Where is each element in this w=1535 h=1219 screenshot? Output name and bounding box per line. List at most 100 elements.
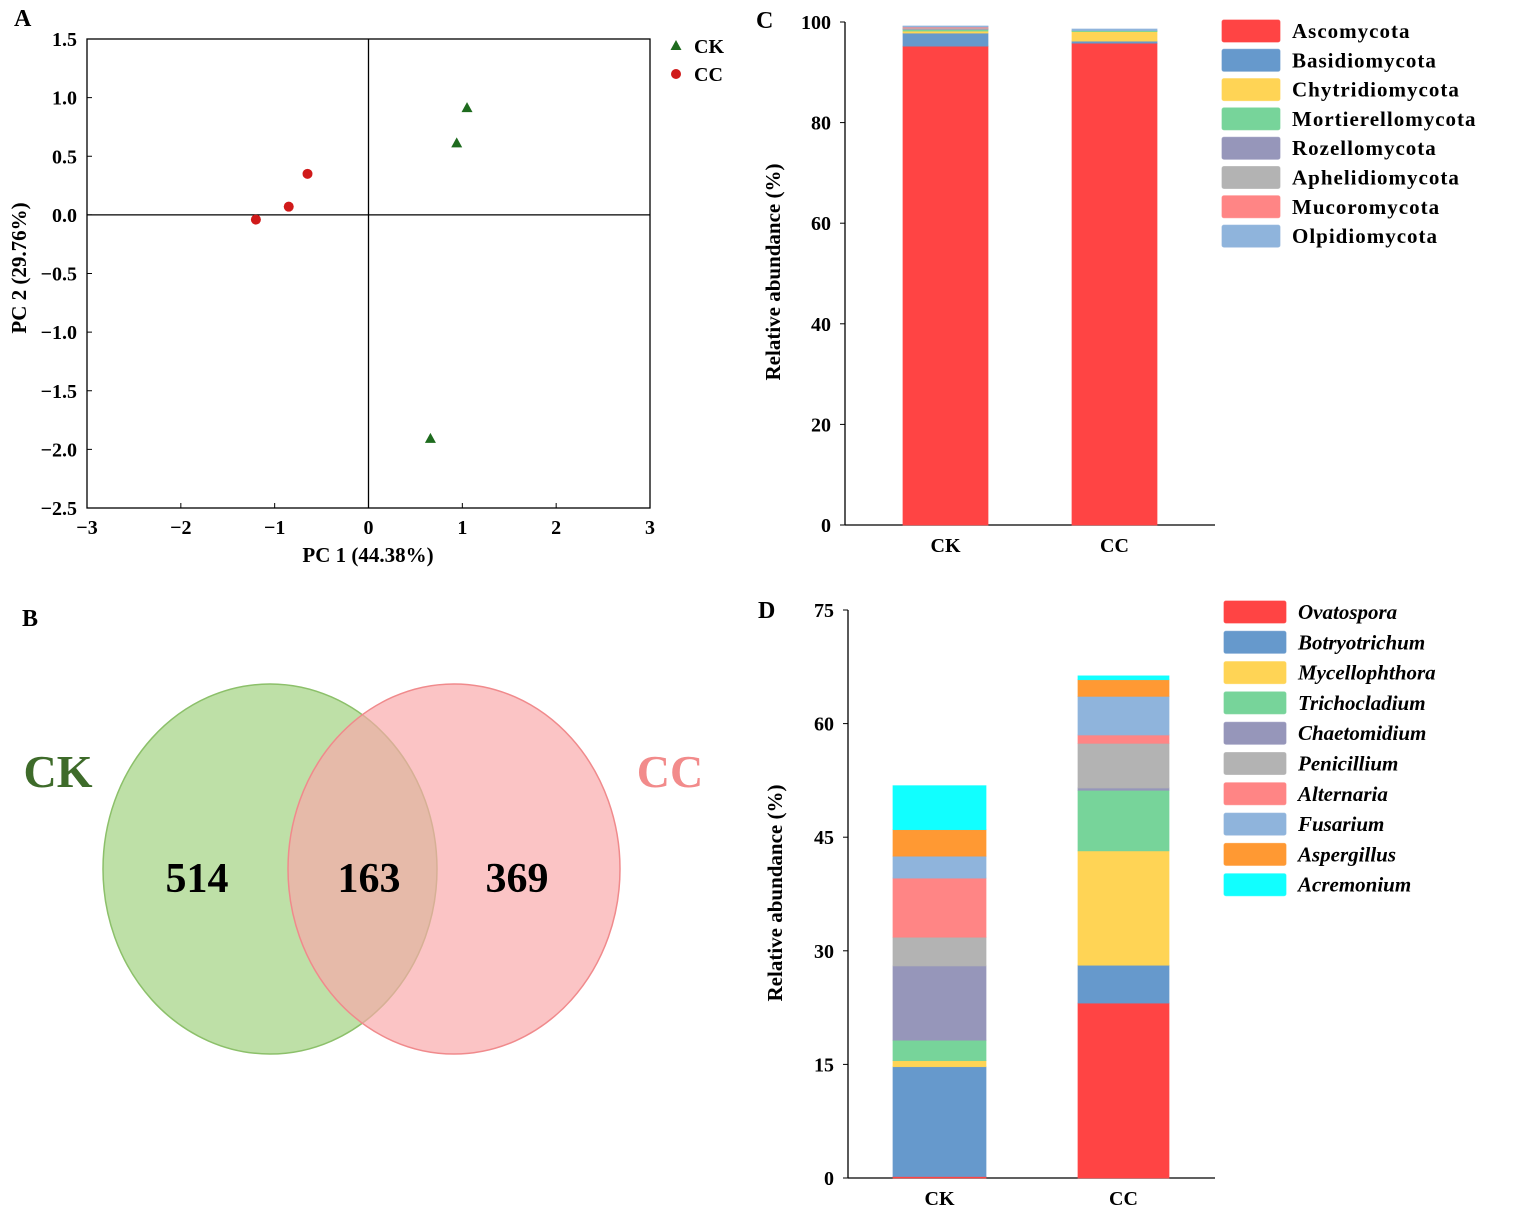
pca-x-tick-label: 0 (364, 517, 374, 539)
legend-swatch-alternaria (1223, 782, 1287, 806)
legend-swatch-olpidiomycota (1221, 224, 1281, 248)
legend-label-aspergillus: Aspergillus (1296, 842, 1396, 866)
pca-x-tick-label: −3 (76, 517, 97, 539)
bar-segment-ck-alternaria (892, 877, 987, 938)
legend-swatch-mortierellomycota (1221, 107, 1281, 131)
legend-label-chaetomidium: Chaetomidium (1298, 721, 1426, 745)
pca-point-cc (250, 214, 261, 225)
legend-swatch-basidiomycota (1221, 48, 1281, 72)
y-tick-label: 45 (814, 827, 834, 849)
bar-segment-cc-botryotrichum (1077, 964, 1170, 1004)
bar-segment-ck-olpidiomycota (902, 25, 989, 28)
legend-swatch-mucoromycota (1221, 195, 1281, 219)
pca-x-tick-label: −1 (264, 517, 285, 539)
bar-segment-ck-penicillium (892, 936, 987, 967)
bar-segment-cc-chytridiomycota (1071, 30, 1158, 42)
legend-swatch-ovatospora (1223, 600, 1287, 624)
panel-letter-d: D (758, 598, 775, 624)
legend-swatch-penicillium (1223, 752, 1287, 775)
bar-segment-cc-ovatospora (1077, 1002, 1170, 1179)
bar-segment-cc-olpidiomycota (1071, 28, 1158, 31)
venn-count-ck-unique: 514 (166, 856, 229, 902)
bar-segment-ck-aspergillus (892, 829, 987, 857)
pca-point-cc (283, 201, 294, 212)
bar-segment-ck-fusarium (892, 855, 987, 879)
legend-label-acremonium: Acremonium (1296, 873, 1411, 897)
legend-label-rozellomycota: Rozellomycota (1292, 136, 1437, 160)
legend-label-mortierellomycota: Mortierellomycota (1292, 107, 1477, 131)
legend-swatch-trichocladium (1223, 691, 1287, 715)
pca-point-ck (461, 102, 473, 113)
pca-y-tick-label: 1.5 (52, 29, 77, 51)
genus-y-axis-label: Relative abundance (%) (763, 785, 787, 1002)
legend-marker-ck (670, 40, 682, 50)
legend-swatch-ascomycota (1221, 19, 1281, 43)
legend-swatch-aspergillus (1223, 842, 1287, 866)
pca-point-ck (424, 432, 436, 443)
legend-swatch-aphelidiomycota (1221, 166, 1281, 189)
pca-y-tick-label: 1.0 (52, 88, 77, 110)
panel-c-phylum-bars: C 100 80 60 40 20 0 CK CC Ascomycota Basidiomycot… (756, 8, 1477, 557)
pca-y-axis-label: PC 2 (29.76%) (7, 202, 31, 333)
bar-segment-ck-trichocladium (892, 1039, 987, 1062)
legend-label-ovatospora: Ovatospora (1298, 600, 1397, 624)
x-category-label-cc: CC (1100, 535, 1129, 557)
bar-segment-cc-aspergillus (1077, 679, 1170, 697)
y-tick-label: 75 (814, 600, 834, 622)
pca-y-tick-label: 0.5 (52, 146, 77, 168)
panel-letter-b: B (22, 606, 38, 632)
pca-x-tick-label: −2 (170, 517, 191, 539)
pca-x-axis-label: PC 1 (44.38%) (302, 543, 433, 567)
y-tick-label: 80 (811, 113, 831, 135)
pca-point-ck (451, 137, 463, 148)
bar-segment-ck-acremonium (892, 785, 987, 831)
venn-label-ck: CK (24, 746, 93, 797)
panel-d-genus-bars: D 75 60 45 30 15 0 CK CC Ovatospora Botryotrichum… (758, 598, 1436, 1210)
legend-label-alternaria: Alternaria (1296, 782, 1388, 806)
legend-swatch-mycellophthora (1223, 661, 1287, 685)
legend-label-fusarium: Fusarium (1297, 812, 1384, 836)
y-tick-label: 15 (814, 1054, 834, 1076)
bar-segment-cc-ascomycota (1071, 42, 1158, 526)
venn-set-cc (287, 683, 621, 1055)
bar-segment-cc-fusarium (1077, 695, 1170, 736)
pca-point-cc (302, 168, 313, 179)
legend-swatch-rozellomycota (1221, 136, 1281, 160)
pca-y-tick-label: 0.0 (52, 205, 77, 227)
legend-label-ascomycota: Ascomycota (1292, 19, 1410, 43)
pca-y-tick-label: −0.5 (41, 264, 77, 286)
y-tick-label: 40 (811, 314, 831, 336)
legend-swatch-acremonium (1223, 873, 1287, 897)
pca-y-tick-label: −2.5 (41, 498, 77, 520)
bar-segment-ck-basidiomycota (902, 32, 989, 47)
bar-segment-ck-ascomycota (902, 45, 989, 526)
bar-segment-ck-chaetomidium (892, 965, 987, 1041)
legend-swatch-chytridiomycota (1221, 78, 1281, 102)
y-tick-label: 60 (814, 714, 834, 736)
legend-label-penicillium: Penicillium (1297, 752, 1398, 776)
panel-letter-a: A (14, 6, 32, 32)
pca-x-tick-label: 2 (551, 517, 561, 539)
pca-x-tick-label: 3 (645, 517, 655, 539)
legend-label-botryotrichum: Botryotrichum (1297, 630, 1425, 654)
legend-label-ck: CK (694, 36, 724, 58)
y-tick-label: 30 (814, 941, 834, 963)
panel-a-pca: A −3 −2 −1 0 1 2 3 1.5 1.0 0.5 0.0 −0.5 −1.0 −1.5 −2.0… (7, 6, 724, 567)
legend-label-mycellophthora: Mycellophthora (1297, 661, 1436, 685)
x-category-label-ck: CK (925, 1188, 955, 1210)
legend-label-trichocladium: Trichocladium (1298, 691, 1426, 715)
y-tick-label: 0 (824, 1168, 834, 1190)
bar-segment-cc-mycellophthora (1077, 850, 1170, 966)
y-tick-label: 20 (811, 414, 831, 436)
bar-segment-ck-mycellophthora (892, 1060, 987, 1068)
legend-swatch-botryotrichum (1223, 630, 1287, 654)
bar-segment-cc-trichocladium (1077, 789, 1170, 852)
legend-label-cc: CC (694, 64, 723, 86)
legend-swatch-chaetomidium (1223, 721, 1287, 745)
pca-y-tick-label: −2.0 (41, 439, 77, 461)
legend-label-aphelidiomycota: Aphelidiomycota (1292, 166, 1460, 190)
x-category-label-cc: CC (1109, 1188, 1138, 1210)
legend-swatch-fusarium (1223, 812, 1287, 836)
pca-y-tick-label: −1.0 (41, 322, 77, 344)
y-tick-label: 100 (801, 12, 831, 34)
